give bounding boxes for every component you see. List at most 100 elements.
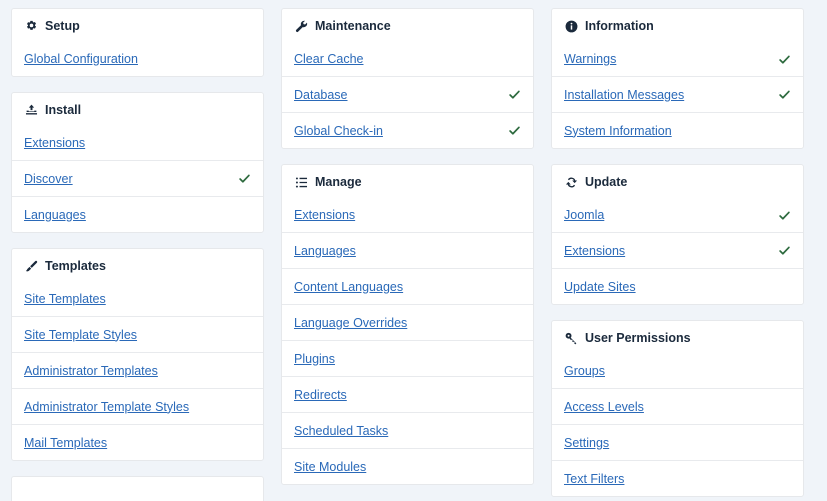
link-installation-messages[interactable]: Installation Messages [564,87,685,102]
panel-header-update: Update [552,165,803,198]
panel-header-templates: Templates [12,249,263,282]
panel-title: Maintenance [315,19,391,33]
link-site-templates[interactable]: Site Templates [24,292,106,306]
panel-row[interactable]: Global Check-in [282,112,533,148]
panel-row[interactable]: Content Languages [282,268,533,304]
link-access-levels[interactable]: Access Levels [564,399,644,414]
dashboard-column-1: Setup Global Configuration Install Extensio… [11,8,264,501]
panel-header-install: Install [12,93,263,126]
link-plugins[interactable]: Plugins [294,351,335,366]
link-language-overrides[interactable]: Language Overrides [294,315,408,330]
panel-row[interactable]: Update Sites [552,268,803,304]
link-text-filters[interactable]: Text Filters [564,471,625,486]
panel-setup: Setup Global Configuration [11,8,264,77]
link-administrator-template-styles[interactable]: Administrator Template Styles [24,399,190,414]
panel-row[interactable]: Joomla [552,198,803,232]
panel-row[interactable]: Settings [552,424,803,460]
link-clear-cache[interactable]: Clear Cache [294,52,364,66]
link-administrator-templates[interactable]: Administrator Templates [24,363,158,378]
link-scheduled-tasks[interactable]: Scheduled Tasks [294,423,389,438]
link-site-template-styles[interactable]: Site Template Styles [24,327,138,342]
link-extensions[interactable]: Extensions [24,136,86,150]
check-icon [777,88,791,102]
link-groups[interactable]: Groups [564,364,605,378]
panel-row[interactable]: Plugins [282,340,533,376]
panel-title: Install [45,103,82,117]
panel-title: Update [585,175,628,189]
gear-icon [24,19,38,33]
panel-row[interactable]: Scheduled Tasks [282,412,533,448]
panel-title: User Permissions [585,331,691,345]
panel-row[interactable]: Administrator Templates [12,352,263,388]
link-system-information[interactable]: System Information [564,123,672,138]
link-database[interactable]: Database [294,87,348,102]
panel-manage: Manage Extensions Languages Content Languag… [281,164,534,485]
panel-header-information: Information [552,9,803,42]
panel-row[interactable]: Text Filters [552,460,803,496]
check-icon [777,208,791,222]
panel-row[interactable]: Database [282,76,533,112]
panel-row[interactable]: Discover [12,160,263,196]
panel-placeholder [11,476,264,501]
link-extensions[interactable]: Extensions [294,208,356,222]
link-languages[interactable]: Languages [24,207,86,222]
link-global-configuration[interactable]: Global Configuration [24,52,138,66]
check-icon [507,124,521,138]
link-languages[interactable]: Languages [294,243,356,258]
panel-title: Setup [45,19,80,33]
link-content-languages[interactable]: Content Languages [294,279,404,294]
link-warnings[interactable]: Warnings [564,52,617,66]
panel-maintenance: Maintenance Clear Cache Database Global Che… [281,8,534,149]
panel-header-user-permissions: User Permissions [552,321,803,354]
panel-row[interactable]: Extensions [12,126,263,160]
panel-header-maintenance: Maintenance [282,9,533,42]
panel-row[interactable]: Mail Templates [12,424,263,460]
check-icon [237,172,251,186]
list-icon [294,175,308,189]
panel-header-manage: Manage [282,165,533,198]
wrench-icon [294,19,308,33]
panel-row[interactable]: Languages [282,232,533,268]
panel-row[interactable]: Warnings [552,42,803,76]
panel-row[interactable]: Installation Messages [552,76,803,112]
link-update-sites[interactable]: Update Sites [564,279,636,294]
link-discover[interactable]: Discover [24,171,73,186]
panel-install: Install Extensions Discover Languages [11,92,264,233]
panel-row[interactable]: Extensions [282,198,533,232]
check-icon [777,244,791,258]
upload-icon [24,103,38,117]
dashboard-column-2: Maintenance Clear Cache Database Global Che… [281,8,534,485]
panel-information: Information Warnings Installation Messages… [551,8,804,149]
panel-row[interactable]: Administrator Template Styles [12,388,263,424]
panel-row[interactable]: Redirects [282,376,533,412]
panel-row[interactable]: Access Levels [552,388,803,424]
panel-user-permissions: User Permissions Groups Access Levels Setti… [551,320,804,497]
panel-row[interactable]: Languages [12,196,263,232]
panel-row[interactable]: Global Configuration [12,42,263,76]
panel-row[interactable]: Clear Cache [282,42,533,76]
panel-header-setup: Setup [12,9,263,42]
panel-row[interactable]: System Information [552,112,803,148]
link-joomla[interactable]: Joomla [564,208,605,222]
panel-title: Manage [315,175,362,189]
panel-row[interactable]: Site Template Styles [12,316,263,352]
info-icon [564,19,578,33]
panel-row[interactable]: Site Modules [282,448,533,484]
panel-row[interactable]: Language Overrides [282,304,533,340]
link-settings[interactable]: Settings [564,435,610,450]
panel-update: Update Joomla Extensions Update Sites [551,164,804,305]
panel-row[interactable]: Site Templates [12,282,263,316]
panel-row[interactable]: Groups [552,354,803,388]
panel-row[interactable]: Extensions [552,232,803,268]
sync-icon [564,175,578,189]
key-icon [564,331,578,345]
link-global-check-in[interactable]: Global Check-in [294,123,383,138]
link-extensions[interactable]: Extensions [564,243,626,258]
link-mail-templates[interactable]: Mail Templates [24,435,108,450]
link-redirects[interactable]: Redirects [294,387,347,402]
dashboard-column-3: Information Warnings Installation Messages… [551,8,804,497]
check-icon [507,88,521,102]
link-site-modules[interactable]: Site Modules [294,459,367,474]
panel-title: Information [585,19,654,33]
